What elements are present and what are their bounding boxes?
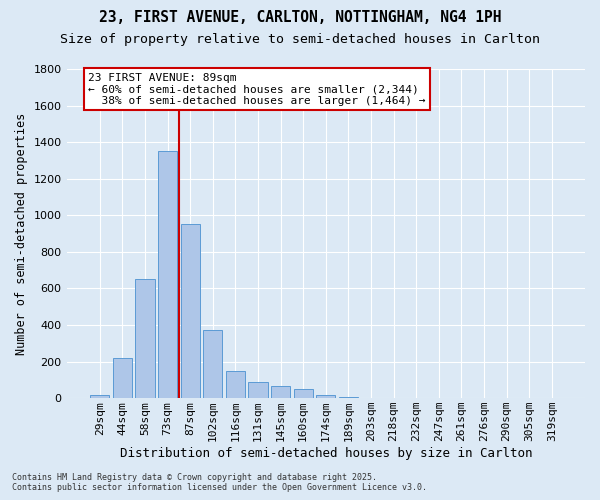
Bar	[203, 330, 223, 398]
Bar	[136, 280, 155, 398]
Bar	[293, 389, 313, 398]
Text: Size of property relative to semi-detached houses in Carlton: Size of property relative to semi-detach…	[60, 32, 540, 46]
Bar	[226, 370, 245, 398]
Bar	[181, 224, 200, 398]
Bar	[271, 386, 290, 398]
Text: 23 FIRST AVENUE: 89sqm
← 60% of semi-detached houses are smaller (2,344)
  38% o: 23 FIRST AVENUE: 89sqm ← 60% of semi-det…	[88, 72, 426, 106]
Y-axis label: Number of semi-detached properties: Number of semi-detached properties	[15, 112, 28, 354]
Bar	[90, 394, 109, 398]
Text: 23, FIRST AVENUE, CARLTON, NOTTINGHAM, NG4 1PH: 23, FIRST AVENUE, CARLTON, NOTTINGHAM, N…	[99, 10, 501, 25]
Bar	[158, 152, 177, 398]
Bar	[316, 394, 335, 398]
X-axis label: Distribution of semi-detached houses by size in Carlton: Distribution of semi-detached houses by …	[119, 447, 532, 460]
Bar	[113, 358, 132, 398]
Bar	[248, 382, 268, 398]
Text: Contains HM Land Registry data © Crown copyright and database right 2025.
Contai: Contains HM Land Registry data © Crown c…	[12, 473, 427, 492]
